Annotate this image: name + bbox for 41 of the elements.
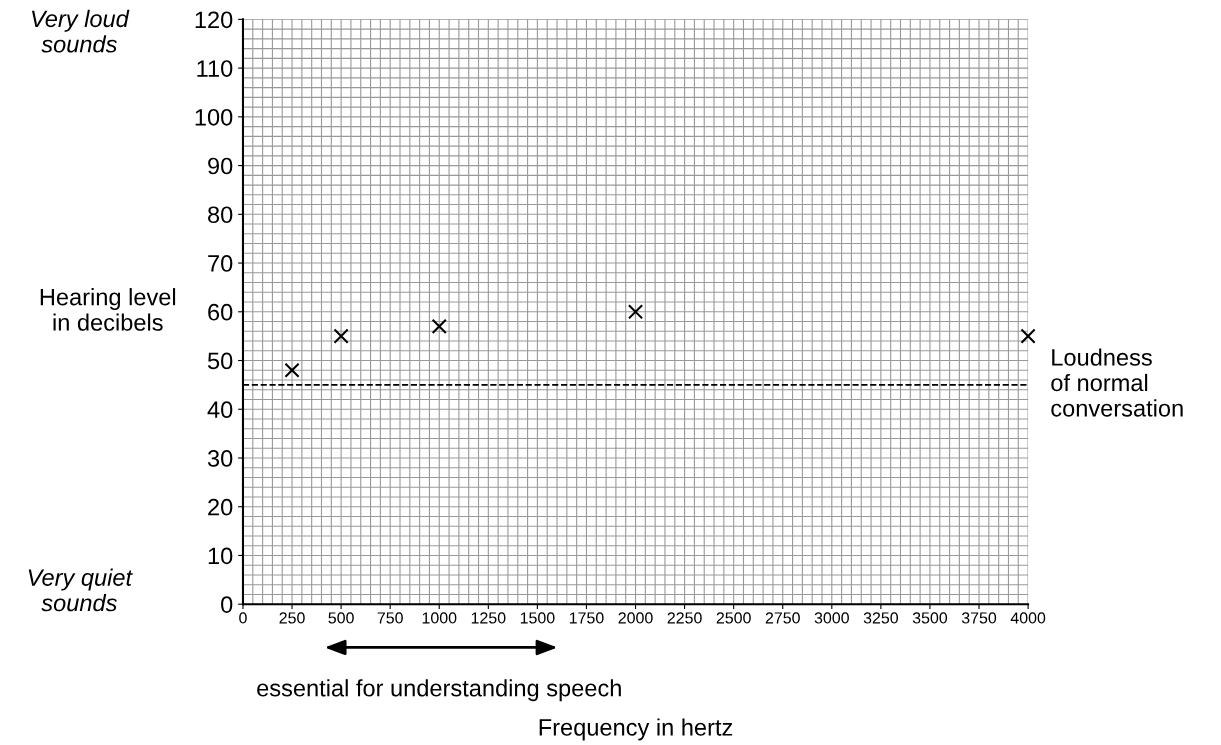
point: [431, 318, 447, 335]
y-tick-label: 10: [208, 547, 233, 565]
x-tick-label: 3500: [912, 612, 948, 624]
y-tick-label: 60: [208, 303, 233, 321]
x-tick-label: 1000: [422, 612, 457, 624]
x-tick-label: 0: [239, 612, 247, 624]
x-tick-label: 3750: [961, 612, 997, 624]
x-tick-label: 500: [328, 612, 354, 624]
x-tick-label: 1750: [569, 612, 604, 624]
y-tick-label: 70: [208, 255, 233, 272]
y-tick-label: 40: [207, 401, 233, 419]
y-tick-label: 50: [207, 352, 233, 370]
y-tick-label: 80: [208, 206, 233, 224]
y-tick-label: 90: [208, 157, 233, 175]
x-tick-label: 750: [377, 612, 403, 624]
x-tick-label: 4000: [1010, 612, 1046, 624]
y-axis-title: Hearing level in decibels: [40, 288, 176, 331]
point: [333, 328, 349, 344]
x-tick-label: 2250: [667, 612, 702, 624]
y-tick-label: 120: [195, 11, 233, 29]
point: [284, 362, 300, 378]
y-tick-label: 0: [221, 596, 233, 613]
x-tick-label: 2000: [618, 612, 653, 624]
point: [1020, 328, 1036, 344]
ref-line-label: Loudness of normal conversation: [1051, 348, 1183, 417]
y-tick-label: 30: [207, 450, 233, 467]
x-tick-label: 2750: [765, 612, 800, 624]
text: Very loud sounds: [31, 9, 130, 53]
x-axis-title: Frequency in hertz: [539, 718, 733, 741]
y-tick-label: 20: [208, 498, 233, 516]
point: [627, 304, 644, 320]
x-tick-label: 2500: [716, 612, 751, 624]
x-tick-label: 250: [279, 612, 305, 624]
x-tick-label: 1250: [471, 612, 506, 624]
y-tick-label: 100: [195, 108, 233, 126]
y-tick-label: 110: [197, 60, 233, 77]
x-tick-label: 3000: [814, 612, 849, 624]
x-tick-label: 1500: [520, 612, 555, 624]
text: essential for understanding speech: [257, 679, 621, 702]
text: Very quiet sounds: [28, 568, 133, 612]
x-tick-label: 3250: [863, 612, 899, 624]
